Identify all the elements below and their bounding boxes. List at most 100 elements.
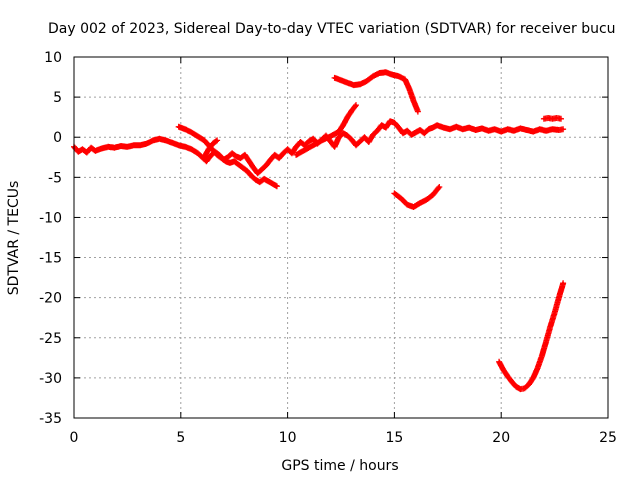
data-point	[408, 87, 411, 91]
data-point	[209, 154, 212, 157]
data-point	[190, 131, 193, 134]
data-point	[510, 380, 514, 384]
data-point	[171, 141, 174, 145]
data-point	[555, 116, 558, 120]
data-point	[557, 296, 561, 299]
data-point	[551, 117, 554, 120]
data-point	[224, 160, 227, 163]
data-point	[183, 145, 187, 149]
data-point	[371, 133, 375, 137]
data-point	[207, 148, 210, 151]
data-point	[416, 110, 420, 113]
data-point	[254, 178, 257, 181]
data-point	[271, 182, 274, 185]
chart-title: Day 002 of 2023, Sidereal Day-to-day VTE…	[48, 21, 616, 37]
data-point	[243, 153, 247, 157]
data-point	[561, 282, 565, 285]
data-point	[359, 140, 362, 143]
data-point	[329, 140, 332, 143]
data-point	[77, 150, 80, 153]
data-point	[500, 130, 503, 133]
data-point	[425, 198, 428, 201]
x-tick-label: 5	[176, 430, 185, 446]
data-point	[350, 109, 353, 112]
data-point	[275, 184, 279, 188]
data-point	[461, 128, 464, 131]
data-point	[412, 99, 415, 103]
series-track-d	[293, 102, 359, 158]
data-point	[354, 103, 358, 107]
data-point	[442, 126, 445, 129]
data-point	[256, 172, 259, 175]
data-point	[540, 355, 543, 358]
data-point	[384, 126, 388, 129]
data-point	[406, 129, 409, 133]
data-point	[363, 136, 366, 139]
data-point	[365, 79, 368, 83]
y-tick-label: -35	[39, 411, 62, 427]
data-point	[196, 135, 200, 138]
data-point	[544, 129, 548, 133]
data-point	[269, 158, 272, 161]
series-markers	[71, 118, 567, 177]
series-track-h	[540, 115, 564, 122]
data-point	[551, 128, 554, 131]
data-point	[393, 121, 396, 124]
data-point	[525, 128, 529, 132]
data-point	[158, 137, 161, 141]
data-point	[245, 169, 249, 173]
y-tick-label: -5	[48, 170, 62, 186]
data-point	[341, 123, 345, 127]
data-point	[397, 126, 400, 129]
y-tick-label: -15	[39, 251, 62, 267]
series-markers	[496, 280, 567, 393]
series-track-c	[201, 137, 221, 161]
data-point	[431, 193, 435, 197]
x-tick-label: 15	[385, 430, 403, 446]
data-point	[113, 146, 116, 149]
data-point	[474, 128, 477, 132]
data-point	[502, 368, 505, 372]
data-point	[497, 360, 501, 364]
data-point	[226, 156, 229, 159]
data-point	[401, 132, 405, 135]
data-point	[164, 139, 168, 142]
data-point	[262, 177, 266, 181]
data-point	[542, 117, 546, 120]
data-point	[333, 76, 336, 80]
data-point	[506, 375, 509, 378]
data-point	[81, 148, 84, 151]
data-point	[549, 325, 552, 328]
data-point	[337, 130, 341, 133]
data-point	[412, 205, 415, 209]
data-point	[438, 185, 441, 189]
y-tick-label: 0	[53, 130, 62, 146]
data-point	[376, 129, 379, 133]
x-tick-label: 25	[599, 430, 617, 446]
data-point	[561, 128, 565, 131]
series-track-b	[175, 123, 280, 190]
data-point	[359, 83, 362, 86]
data-point	[145, 142, 148, 145]
data-point	[241, 166, 244, 169]
data-point	[544, 340, 548, 343]
data-point	[333, 145, 336, 149]
data-point	[480, 127, 484, 130]
data-point	[303, 144, 306, 147]
data-point	[399, 196, 403, 200]
data-point	[380, 123, 383, 127]
data-point	[423, 132, 426, 135]
data-point	[258, 180, 262, 184]
data-point	[391, 73, 394, 76]
data-point	[337, 136, 341, 139]
data-point	[215, 153, 219, 157]
series-markers	[391, 184, 443, 210]
data-point	[448, 128, 452, 131]
data-point	[260, 168, 264, 171]
data-point	[203, 156, 206, 159]
data-point	[427, 128, 430, 131]
data-point	[290, 152, 294, 155]
data-point	[536, 367, 539, 370]
data-point	[523, 387, 526, 390]
